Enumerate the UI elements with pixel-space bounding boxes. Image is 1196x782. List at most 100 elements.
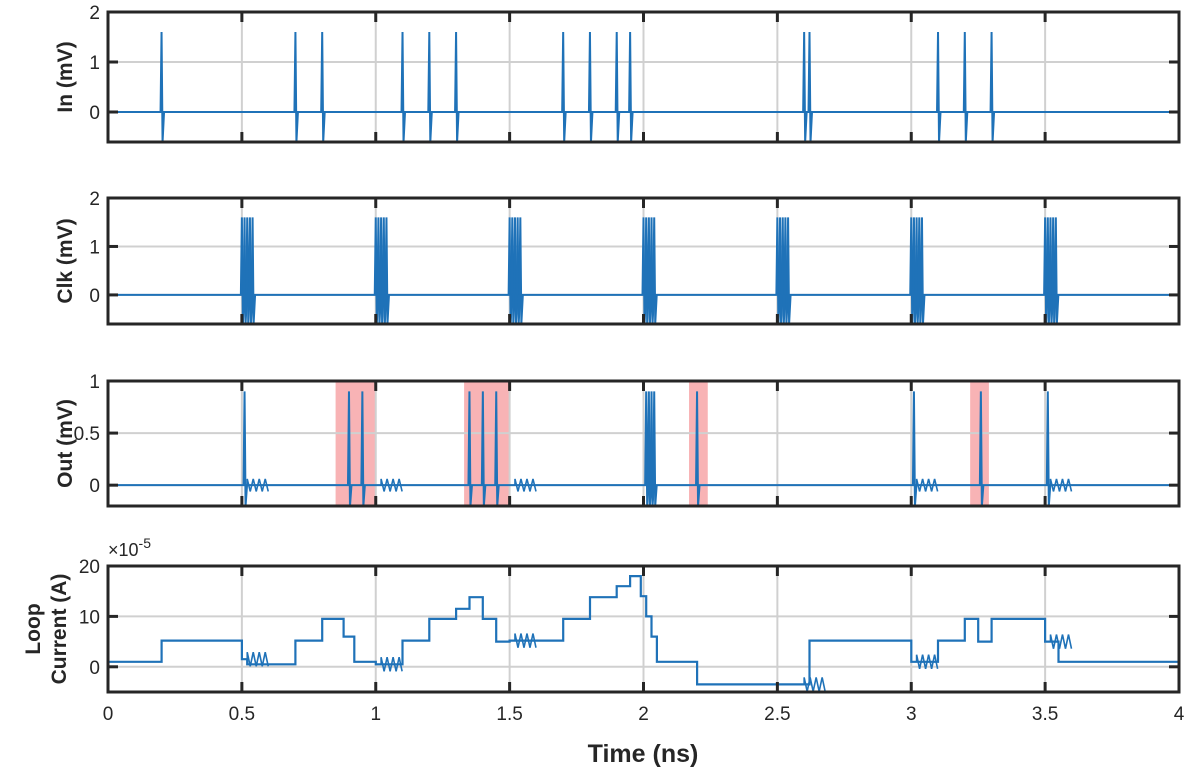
pulse-spike [239, 217, 246, 324]
pulse-spike [494, 391, 500, 506]
pulse-spike [989, 31, 996, 142]
pulse-spike [936, 31, 942, 142]
y-tick-label: 1 [89, 53, 100, 74]
y-axis-label: Out (mV) [54, 399, 77, 488]
x-tick-label: 2 [638, 704, 649, 725]
y-tick-label: 2 [89, 189, 100, 210]
pulse-spike [628, 31, 634, 142]
y-axis-label: In (mV) [54, 41, 77, 112]
pulse-spike [646, 391, 653, 506]
pulse-spike [360, 391, 366, 506]
pulse-spike [376, 217, 382, 324]
pulse-spike [242, 217, 249, 324]
pulse-spike [242, 391, 249, 506]
y-tick-label: 2 [89, 3, 100, 24]
trace-group [108, 391, 1179, 506]
pulse-spike [1048, 217, 1054, 324]
y-tick-label: 20 [79, 557, 100, 578]
pulse-spike [778, 217, 784, 324]
pulse-spike [320, 31, 326, 142]
y-tick-label: 1 [89, 237, 100, 258]
pulse-spike [427, 31, 433, 142]
pulse-spike [373, 217, 380, 324]
pulse-spike [1053, 217, 1060, 324]
pulse-spike [649, 391, 656, 506]
pulse-spike [1045, 391, 1052, 506]
pulse-spike [480, 391, 487, 506]
pulse-spike [1045, 217, 1052, 324]
pulse-spike [786, 217, 792, 324]
pulse-spike [247, 217, 254, 324]
x-tick-label: 0.5 [229, 704, 255, 725]
pulse-spike [807, 31, 814, 142]
pulse-spike [250, 217, 257, 324]
ringing-trace [246, 652, 270, 667]
x-axis-label: Time (ns) [588, 740, 699, 768]
pulse-spike [346, 391, 353, 506]
pulse-spike [159, 31, 166, 142]
pulse-spike [911, 217, 918, 324]
pulse-spike [780, 217, 787, 324]
shaded-region-1 [335, 381, 376, 506]
pulse-spike [962, 31, 969, 142]
y-tick-label: 0 [89, 658, 100, 679]
pulse-spike [919, 217, 926, 324]
y-tick-label: 0.5 [74, 424, 100, 445]
ringing-trace [915, 654, 939, 669]
x-tick-label: 0 [103, 704, 114, 725]
trace-group [108, 217, 1179, 324]
y-tick-label: 0 [89, 103, 100, 124]
panel-1: 0 1 2 In (mV) [54, 3, 1181, 144]
pulse-spike [454, 31, 460, 142]
y-tick-label: 10 [79, 607, 100, 628]
panel-4: 0 10 20 Loop Current (A) ×10-5 0 0.5 1 1.5 2 2.5 3 3.… [22, 535, 1185, 725]
pulse-spike [1051, 217, 1057, 324]
y-tick-label: 0 [89, 476, 100, 497]
pulse-spike [641, 217, 647, 324]
pulse-spike [587, 31, 594, 142]
pulse-spike [914, 217, 921, 324]
pulse-spike [802, 31, 808, 142]
y-tick-label: 0 [89, 286, 100, 307]
panel-2: 0 1 2 Clk (mV) [54, 189, 1181, 326]
y-axis-exponent-power: -5 [139, 535, 152, 551]
pulse-spike [467, 391, 473, 506]
ringing-trace [246, 478, 270, 492]
pulse-spike [614, 31, 621, 142]
pulse-spike [646, 217, 653, 324]
pulse-spike [652, 391, 658, 506]
x-tick-label: 1 [370, 704, 381, 725]
loop-current-series [108, 575, 1179, 686]
pulse-spike [978, 391, 985, 506]
pulse-spike [1043, 217, 1049, 324]
pulse-spike [917, 217, 923, 324]
ringing-trace [1049, 478, 1073, 492]
pulse-spike [652, 217, 658, 324]
ringing-trace [514, 478, 537, 492]
x-tick-label: 3.5 [1032, 704, 1058, 725]
ringing-trace [514, 633, 537, 648]
pulse-spike [911, 391, 918, 506]
pulse-spike [561, 31, 567, 142]
x-tick-label: 4 [1174, 704, 1185, 725]
ringing-trace [915, 478, 939, 492]
pulse-spike [515, 217, 522, 324]
pulse-spike [644, 217, 650, 324]
y-tick-label: 1 [89, 372, 100, 393]
pulse-spike [649, 217, 656, 324]
pulse-spike [400, 31, 407, 142]
pulse-spike [379, 217, 385, 324]
trace-group [108, 575, 1179, 692]
x-tick-label: 1.5 [496, 704, 522, 725]
ringing-trace [1049, 634, 1073, 649]
y-axis-label-line-1: Loop [22, 603, 45, 654]
trace-group [108, 31, 1179, 142]
pulse-spike [381, 217, 388, 324]
pulse-spike [512, 217, 519, 324]
pulse-spike [775, 217, 781, 324]
y-axis-label-line-2: Current (A) [48, 574, 71, 685]
panel-3: 0 0.5 1 Out (mV) [54, 372, 1181, 508]
y-axis-exponent: ×10-5 [108, 535, 151, 560]
pulse-spike [644, 391, 650, 506]
